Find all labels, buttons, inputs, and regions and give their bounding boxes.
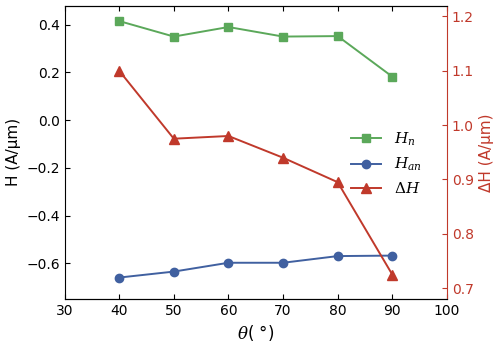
Y-axis label: ΔH (A/μm): ΔH (A/μm)	[480, 113, 494, 192]
$H_n$	[171, 35, 177, 39]
$H_{an}$	[116, 275, 122, 280]
$\Delta H$	[171, 136, 177, 141]
$H_n$	[334, 34, 340, 38]
$H_n$	[390, 75, 396, 79]
$\Delta H$	[116, 69, 122, 73]
Line: $H_{an}$: $H_{an}$	[115, 251, 396, 282]
X-axis label: $\theta$( °): $\theta$( °)	[237, 324, 275, 343]
$\Delta H$	[226, 134, 232, 138]
Line: $\Delta H$: $\Delta H$	[114, 66, 397, 280]
Line: $H_n$: $H_n$	[115, 17, 396, 81]
$H_n$	[116, 19, 122, 23]
$\Delta H$	[390, 273, 396, 277]
$H_{an}$	[226, 261, 232, 265]
$\Delta H$	[334, 180, 340, 184]
$H_{an}$	[334, 254, 340, 258]
$\Delta H$	[280, 156, 286, 160]
$H_{an}$	[171, 269, 177, 274]
Y-axis label: H (A/μm): H (A/μm)	[6, 118, 20, 186]
$H_n$	[226, 25, 232, 29]
Legend: $H_n$, $H_{an}$, $\Delta H$: $H_n$, $H_{an}$, $\Delta H$	[345, 125, 428, 202]
$H_n$	[280, 35, 286, 39]
$H_{an}$	[390, 253, 396, 258]
$H_{an}$	[280, 261, 286, 265]
